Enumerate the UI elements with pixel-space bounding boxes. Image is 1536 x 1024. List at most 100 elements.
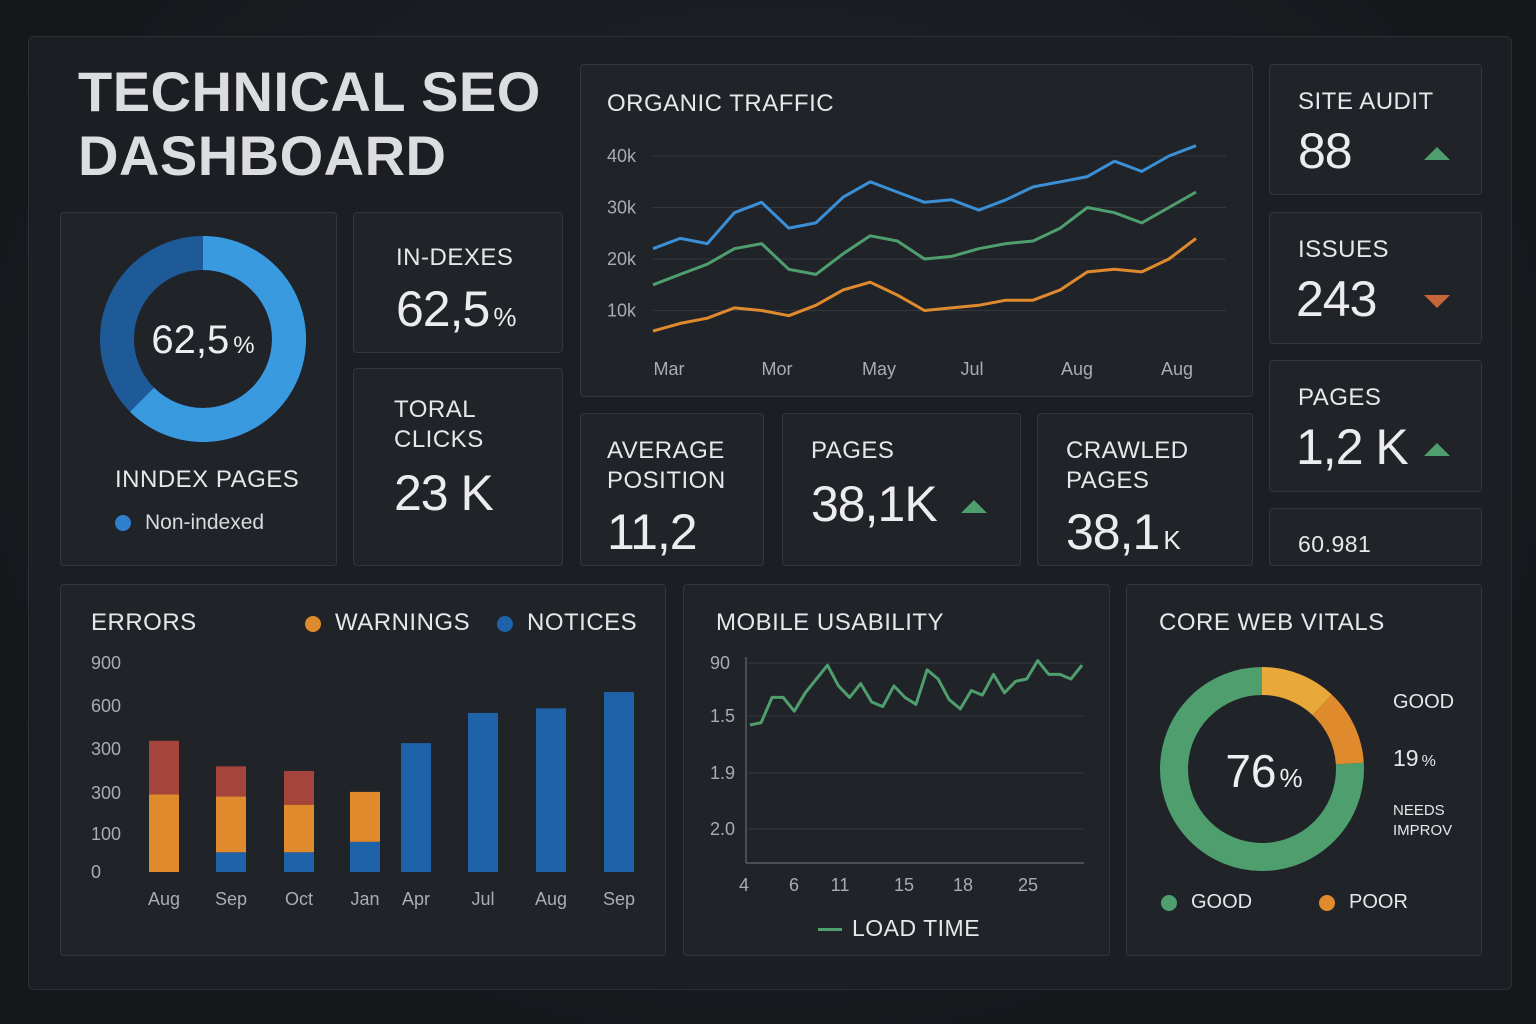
- organic-traffic-title: ORGANIC TRAFFIC: [607, 90, 835, 117]
- arrow-up-icon: [1424, 443, 1450, 456]
- average-position-card[interactable]: AVERAGE POSITION 11,2: [580, 413, 764, 566]
- bar-errors: [149, 740, 179, 795]
- bar-warnings: [149, 794, 179, 872]
- average-position-value: 11,2: [607, 504, 698, 560]
- cwv-good-label: GOOD: [1393, 691, 1455, 713]
- warnings-legend: WARNINGS: [305, 608, 470, 638]
- issues-card[interactable]: ISSUES 243: [1269, 212, 1482, 344]
- donut-indexed-arc: [100, 236, 306, 442]
- cwv-slice-good: [1160, 667, 1364, 871]
- extra-value-card[interactable]: 60.981: [1269, 508, 1482, 566]
- load-time-line: [749, 659, 1084, 727]
- x-tick-label: 6: [789, 875, 799, 895]
- bar-notices: [284, 852, 314, 872]
- dot-icon: [1161, 894, 1177, 911]
- y-tick-label: 30k: [607, 198, 637, 218]
- pages-side-card[interactable]: PAGES 1,2 K: [1269, 360, 1482, 492]
- dot-icon: [305, 615, 321, 632]
- core-web-vitals-title: CORE WEB VITALS: [1159, 609, 1385, 636]
- index-donut-chart: 62,5%: [100, 236, 306, 442]
- series-green-line: [652, 190, 1197, 287]
- bar-notices: [468, 712, 498, 872]
- x-tick-label: Oct: [285, 889, 313, 909]
- extra-value: 60.981: [1298, 531, 1372, 557]
- x-tick-label: 11: [831, 875, 850, 895]
- core-web-vitals-donut: 76%: [1160, 667, 1364, 871]
- x-tick-label: Aug: [148, 889, 180, 909]
- average-position-label: AVERAGE POSITION: [607, 437, 726, 494]
- y-tick-label: 600: [91, 696, 121, 716]
- x-tick-label: Aug: [535, 889, 567, 909]
- y-tick-label: 1.5: [710, 706, 735, 726]
- core-web-vitals-card[interactable]: CORE WEB VITALS 76% GOOD 19% NEEDS IMPROV…: [1126, 584, 1482, 956]
- load-time-legend: LOAD TIME: [818, 913, 980, 943]
- y-tick-label: 1.9: [710, 763, 735, 783]
- site-audit-label: SITE AUDIT: [1298, 88, 1434, 115]
- bar-errors: [284, 770, 314, 805]
- issues-value: 243: [1296, 271, 1377, 327]
- x-tick-label: Mar: [654, 359, 685, 379]
- arrow-down-icon: [1424, 295, 1450, 308]
- y-tick-label: 900: [91, 653, 121, 673]
- total-clicks-card[interactable]: TORAL CLICKS 23 K: [353, 368, 563, 566]
- index-pages-card[interactable]: 62,5% INNDEX PAGES Non-indexed: [60, 212, 337, 566]
- x-tick-label: Apr: [402, 889, 430, 909]
- x-tick-label: 4: [739, 875, 749, 895]
- bar-notices: [350, 841, 380, 872]
- bar-warnings: [216, 796, 246, 853]
- x-tick-label: Sep: [603, 889, 635, 909]
- y-tick-label: 100: [91, 824, 121, 844]
- cwv-legend-good: GOOD: [1161, 891, 1252, 914]
- bar-notices: [536, 708, 566, 872]
- pages-card[interactable]: PAGES 38,1K: [782, 413, 1021, 566]
- pages-side-value: 1,2 K: [1296, 419, 1409, 475]
- x-tick-label: Jan: [350, 889, 379, 909]
- dot-icon: [497, 615, 513, 632]
- x-tick-label: Aug: [1161, 359, 1193, 379]
- x-tick-label: Aug: [1061, 359, 1093, 379]
- issues-label: ISSUES: [1298, 236, 1390, 263]
- pages-value: 38,1K: [811, 476, 938, 532]
- y-tick-label: 300: [91, 783, 121, 803]
- site-audit-card[interactable]: SITE AUDIT 88: [1269, 64, 1482, 195]
- bar-notices: [604, 692, 634, 872]
- bar-warnings: [284, 804, 314, 853]
- x-tick-label: Jul: [960, 359, 983, 379]
- errors-bar-chart: 900 600 300 300 100 0 Aug Sep Oct Jan Apr Jul Aug Sep: [91, 653, 635, 909]
- indexes-label: IN-DEXES: [396, 244, 514, 271]
- crawled-pages-value: 38,1 K: [1066, 504, 1181, 560]
- total-clicks-value: 23 K: [394, 465, 494, 521]
- x-tick-label: Mor: [762, 359, 793, 379]
- series-orange-line: [652, 237, 1197, 333]
- organic-traffic-card[interactable]: ORGANIC TRAFFIC 40k 30k 20k 10k Mar Mor May Jul…: [580, 64, 1253, 397]
- notices-legend: NOTICES: [497, 608, 637, 638]
- line-legend-icon: [818, 928, 842, 932]
- y-tick-label: 40k: [607, 146, 637, 166]
- x-tick-label: Sep: [215, 889, 247, 909]
- errors-title: ERRORS: [91, 609, 197, 636]
- y-tick-label: 20k: [607, 249, 637, 269]
- crawled-pages-label: CRAWLED PAGES: [1066, 437, 1189, 494]
- page-title: TECHNICAL SEO DASHBOARD: [78, 60, 541, 187]
- x-tick-label: May: [862, 359, 896, 379]
- errors-card[interactable]: ERRORS WARNINGS NOTICES 900 600 300 300 100 0…: [60, 584, 666, 956]
- index-pages-label: INNDEX PAGES: [115, 466, 300, 493]
- series-blue-line: [652, 144, 1197, 251]
- pages-side-label: PAGES: [1298, 384, 1382, 411]
- arrow-up-icon: [1424, 147, 1450, 160]
- pages-label: PAGES: [811, 437, 895, 464]
- mobile-usability-title: MOBILE USABILITY: [716, 609, 945, 636]
- x-tick-label: 15: [894, 875, 914, 895]
- dot-icon: [1319, 894, 1335, 911]
- y-tick-label: 2.0: [710, 819, 735, 839]
- bar-warnings: [350, 791, 380, 842]
- dot-icon: [115, 515, 131, 532]
- mobile-usability-card[interactable]: MOBILE USABILITY 90 1.5 1.9 2.0 4 6 11 15 18 25 L…: [683, 584, 1110, 956]
- cwv-legend-poor: POOR: [1319, 891, 1408, 914]
- y-tick-label: 90: [710, 653, 730, 673]
- x-tick-label: 18: [953, 875, 973, 895]
- y-tick-label: 10k: [607, 301, 637, 321]
- crawled-pages-card[interactable]: CRAWLED PAGES 38,1 K: [1037, 413, 1253, 566]
- x-tick-label: Jul: [471, 889, 494, 909]
- indexes-card[interactable]: IN-DEXES 62,5%: [353, 212, 563, 353]
